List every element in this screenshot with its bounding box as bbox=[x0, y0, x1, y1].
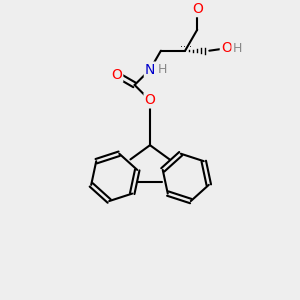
Text: O: O bbox=[145, 93, 155, 107]
Text: N: N bbox=[145, 63, 155, 76]
Text: ····: ···· bbox=[180, 42, 192, 52]
Text: H: H bbox=[232, 42, 242, 55]
Text: O: O bbox=[111, 68, 122, 82]
Text: O: O bbox=[192, 2, 203, 16]
Text: H: H bbox=[157, 63, 167, 76]
Text: O: O bbox=[221, 41, 232, 55]
